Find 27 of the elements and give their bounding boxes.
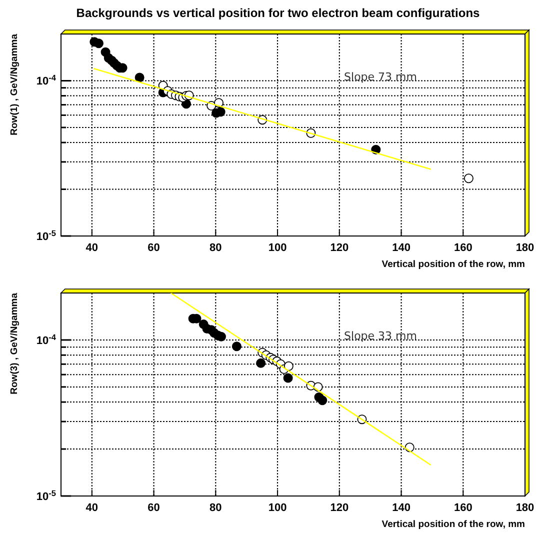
chart-title: Backgrounds vs vertical position for two electron beam configurations bbox=[76, 6, 480, 20]
x-axis-title: Vertical position of the row, mm bbox=[382, 259, 525, 270]
x-tick-label: 120 bbox=[330, 502, 349, 514]
x-tick-label: 140 bbox=[392, 502, 410, 514]
x-tick-label: 80 bbox=[210, 502, 222, 514]
y-tick-label: 10$^{-4}$ bbox=[36, 73, 56, 88]
x-tick-label: 80 bbox=[210, 242, 222, 254]
y-tick-label: 10$^{-5}$ bbox=[36, 488, 56, 503]
x-tick-label: 120 bbox=[330, 242, 349, 254]
x-tick-label: 60 bbox=[148, 502, 160, 514]
x-tick-label: 160 bbox=[454, 242, 472, 254]
y-tick-label: 10$^{-5}$ bbox=[36, 228, 56, 243]
y-axis-title: Row(1) , GeV/Ngamma bbox=[9, 33, 20, 136]
x-tick-label: 100 bbox=[268, 502, 287, 514]
x-tick-label: 140 bbox=[392, 242, 410, 254]
x-tick-label: 100 bbox=[268, 242, 287, 254]
annotation: Slope 33 mm bbox=[344, 330, 417, 343]
x-tick-label: 60 bbox=[148, 242, 160, 254]
x-tick-label: 40 bbox=[86, 502, 98, 514]
x-tick-label: 180 bbox=[516, 242, 534, 254]
y-axis-title: Row(3) , GeV/Ngamma bbox=[9, 292, 20, 394]
y-tick-label: 10$^{-4}$ bbox=[36, 332, 56, 347]
x-tick-label: 40 bbox=[86, 242, 98, 254]
x-tick-label: 160 bbox=[454, 502, 472, 514]
x-axis-title: Vertical position of the row, mm bbox=[382, 519, 525, 530]
x-tick-label: 180 bbox=[516, 502, 534, 514]
annotation: Slope 73 mm bbox=[344, 70, 417, 84]
